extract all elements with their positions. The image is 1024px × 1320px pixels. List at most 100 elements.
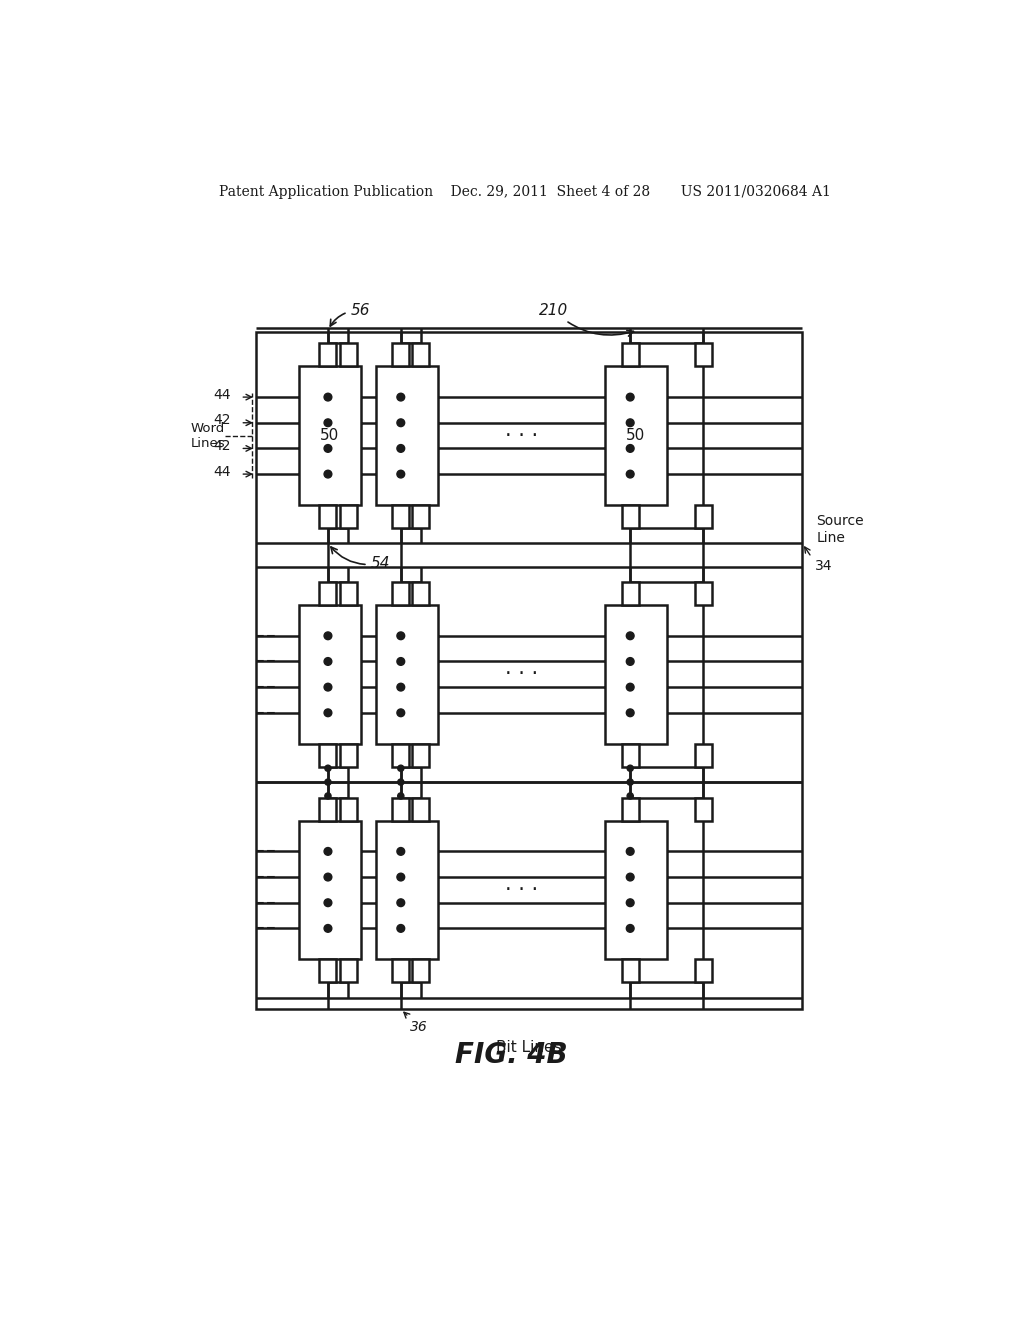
Circle shape xyxy=(324,418,332,426)
Circle shape xyxy=(627,393,634,401)
Bar xyxy=(622,743,639,767)
Text: 42: 42 xyxy=(214,413,231,428)
Bar xyxy=(340,797,356,821)
Circle shape xyxy=(627,766,633,771)
Bar xyxy=(392,582,410,605)
Circle shape xyxy=(324,657,332,665)
Bar xyxy=(319,743,337,767)
Bar xyxy=(622,504,639,528)
Circle shape xyxy=(397,874,404,880)
Circle shape xyxy=(397,924,404,932)
Bar xyxy=(319,582,337,605)
Circle shape xyxy=(324,874,332,880)
Circle shape xyxy=(325,793,331,799)
Text: 34: 34 xyxy=(815,560,833,573)
Circle shape xyxy=(627,779,633,785)
Circle shape xyxy=(627,684,634,690)
Text: 36: 36 xyxy=(403,1012,428,1034)
Circle shape xyxy=(397,847,404,855)
Circle shape xyxy=(397,899,404,907)
Bar xyxy=(340,504,356,528)
Bar xyxy=(299,367,360,506)
Circle shape xyxy=(627,709,634,717)
Text: Bit Lines: Bit Lines xyxy=(497,1040,562,1055)
Circle shape xyxy=(324,632,332,640)
Text: · · ·: · · · xyxy=(505,664,538,684)
Text: · · ·: · · · xyxy=(505,425,538,446)
Bar xyxy=(376,367,438,506)
Circle shape xyxy=(324,899,332,907)
Circle shape xyxy=(627,847,634,855)
Circle shape xyxy=(627,632,634,640)
Circle shape xyxy=(627,899,634,907)
Text: FIG. 4B: FIG. 4B xyxy=(456,1041,568,1069)
Circle shape xyxy=(324,709,332,717)
Bar xyxy=(604,605,667,743)
Bar xyxy=(622,343,639,367)
Circle shape xyxy=(397,632,404,640)
Text: 210: 210 xyxy=(539,302,634,337)
Text: · · ·: · · · xyxy=(505,880,538,900)
Circle shape xyxy=(325,766,331,771)
Bar xyxy=(392,797,410,821)
Bar xyxy=(694,743,712,767)
Text: 42: 42 xyxy=(214,440,231,453)
Circle shape xyxy=(324,393,332,401)
Circle shape xyxy=(397,684,404,690)
Circle shape xyxy=(397,793,403,799)
Text: Patent Application Publication    Dec. 29, 2011  Sheet 4 of 28       US 2011/032: Patent Application Publication Dec. 29, … xyxy=(219,185,830,199)
Circle shape xyxy=(397,766,403,771)
Circle shape xyxy=(397,779,403,785)
Circle shape xyxy=(627,793,633,799)
Bar xyxy=(319,797,337,821)
Text: Source
Line: Source Line xyxy=(816,515,864,545)
Bar xyxy=(694,582,712,605)
Bar xyxy=(299,605,360,743)
Bar xyxy=(392,343,410,367)
Text: 44: 44 xyxy=(214,465,231,479)
Bar xyxy=(299,821,360,960)
Bar xyxy=(256,331,802,1010)
Bar xyxy=(694,504,712,528)
Circle shape xyxy=(627,418,634,426)
Bar xyxy=(376,821,438,960)
Circle shape xyxy=(397,709,404,717)
Circle shape xyxy=(324,924,332,932)
Bar xyxy=(413,504,429,528)
Text: 44: 44 xyxy=(214,388,231,401)
Circle shape xyxy=(324,470,332,478)
Bar xyxy=(340,582,356,605)
Bar xyxy=(392,743,410,767)
Text: 56: 56 xyxy=(331,302,370,326)
Bar xyxy=(413,960,429,982)
Text: 50: 50 xyxy=(626,428,645,444)
Bar xyxy=(319,504,337,528)
Bar xyxy=(622,797,639,821)
Circle shape xyxy=(397,470,404,478)
Bar xyxy=(604,821,667,960)
Circle shape xyxy=(397,393,404,401)
Bar xyxy=(694,797,712,821)
Circle shape xyxy=(397,445,404,453)
Bar xyxy=(340,343,356,367)
Bar xyxy=(413,743,429,767)
Bar xyxy=(340,743,356,767)
Bar xyxy=(376,605,438,743)
Bar xyxy=(622,960,639,982)
Bar xyxy=(392,504,410,528)
Bar xyxy=(319,343,337,367)
Circle shape xyxy=(324,847,332,855)
Circle shape xyxy=(325,779,331,785)
Circle shape xyxy=(397,657,404,665)
Bar xyxy=(604,367,667,506)
Circle shape xyxy=(324,684,332,690)
Bar xyxy=(413,343,429,367)
Bar xyxy=(413,582,429,605)
Circle shape xyxy=(627,445,634,453)
Circle shape xyxy=(627,657,634,665)
Bar xyxy=(694,960,712,982)
Bar xyxy=(413,797,429,821)
Circle shape xyxy=(627,470,634,478)
Bar xyxy=(319,960,337,982)
Circle shape xyxy=(397,418,404,426)
